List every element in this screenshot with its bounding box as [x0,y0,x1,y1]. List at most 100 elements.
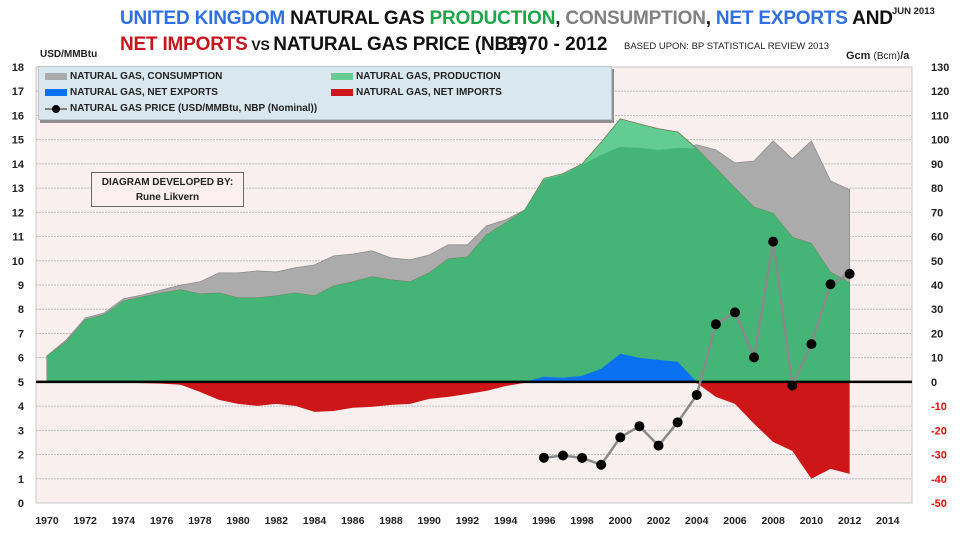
y-tick-left: 2 [18,450,24,462]
price-marker [672,417,683,428]
y-tick-left: 18 [12,62,24,74]
legend-item-production: NATURAL GAS, PRODUCTION [331,71,501,82]
title-part: PRODUCTION [429,8,556,29]
y-tick-left: 10 [12,256,24,268]
area-net-imports [47,381,850,479]
y-tick-right: 20 [931,328,943,340]
y-axis-right-label: Gcm (Bcm)/a [846,50,909,62]
y-tick-left: 1 [18,474,24,486]
price-marker [634,421,645,432]
y-tick-right: 100 [931,135,949,147]
y-tick-right: 50 [931,256,943,268]
title-years: 1970 - 2012 [506,34,608,55]
credit-line1: DIAGRAM DEVELOPED BY: [101,177,234,188]
x-tick: 2008 [762,515,786,527]
y-tick-left: 3 [18,425,24,437]
x-tick: 1996 [532,515,556,527]
x-tick: 2000 [609,515,633,527]
x-tick: 2004 [685,515,709,527]
price-marker [825,279,836,290]
y-tick-right: 110 [931,110,949,122]
legend-item-net-imports: NATURAL GAS, NET IMPORTS [331,87,502,98]
x-tick: 2012 [838,515,862,527]
legend-label-net-imports: NATURAL GAS, NET IMPORTS [356,87,502,98]
y-tick-left: 15 [12,135,24,147]
source-note: BASED UPON: BP STATISTICAL REVIEW 2013 [624,41,830,52]
y-tick-left: 16 [12,110,24,122]
x-tick: 1998 [570,515,594,527]
y-axis-left-label: USD/MMBtu [40,49,98,60]
x-tick: 2002 [647,515,671,527]
x-tick: 2006 [723,515,747,527]
y-tick-right: 10 [931,353,943,365]
x-tick: 1982 [265,515,289,527]
price-marker [844,268,855,279]
x-tick: 1984 [303,515,327,527]
chart-title-line1: UNITED KINGDOM NATURAL GAS PRODUCTION, C… [120,8,893,30]
y-tick-right: -40 [931,474,947,486]
y-tick-left: 17 [12,86,24,98]
legend-swatch-price [45,104,67,113]
y-tick-right: 70 [931,207,943,219]
y-tick-left: 7 [18,328,24,340]
title-net-imports: NET IMPORTS [120,34,248,55]
title-part: NATURAL GAS [290,8,430,29]
price-marker [749,352,760,363]
title-part: , [705,8,716,29]
title-part: UNITED KINGDOM [120,8,291,29]
price-marker [729,307,740,318]
price-marker [710,319,721,330]
x-tick: 1990 [418,515,442,527]
y-tick-right: -30 [931,450,947,462]
x-tick: 1972 [74,515,98,527]
price-marker [615,432,626,443]
legend-label-net-exports: NATURAL GAS, NET EXPORTS [70,87,218,98]
x-tick: 1992 [456,515,480,527]
legend-item-net-exports: NATURAL GAS, NET EXPORTS [45,87,218,98]
area-net-exports [47,353,850,382]
x-tick: 1988 [379,515,403,527]
price-marker [538,452,549,463]
credit-box: DIAGRAM DEVELOPED BY: Rune Likvern [91,172,244,207]
y-tick-right: 0 [931,377,937,389]
title-vs: VS [247,37,274,53]
y-tick-right: -20 [931,425,947,437]
legend-swatch-net-imports [331,89,353,96]
price-marker [577,452,588,463]
y-axis-right-label-end: /a [900,50,910,62]
x-tick: 2010 [800,515,824,527]
y-tick-left: 9 [18,280,24,292]
price-marker [557,450,568,461]
y-tick-left: 6 [18,353,24,365]
y-axis-right-label-sub: (Bcm) [873,51,901,62]
legend-swatch-production [331,73,353,80]
x-tick: 1980 [226,515,250,527]
y-tick-right: 80 [931,183,943,195]
x-tick: 1994 [494,515,518,527]
y-tick-right: 120 [931,86,949,98]
date-label: JUN 2013 [892,6,935,17]
credit-line2: Rune Likvern [135,192,200,203]
y-tick-left: 12 [12,207,24,219]
y-tick-right: 40 [931,280,943,292]
title-part: AND [847,8,893,29]
price-marker [596,459,607,470]
price-marker [768,236,779,247]
legend-item-price: NATURAL GAS PRICE (USD/MMBtu, NBP (Nomin… [45,103,317,114]
title-part: NET EXPORTS [715,8,848,29]
legend-label-price: NATURAL GAS PRICE (USD/MMBtu, NBP (Nomin… [70,103,318,114]
y-axis-right-label-main: Gcm [846,50,874,62]
price-marker [691,389,702,400]
legend-item-consumption: NATURAL GAS, CONSUMPTION [45,71,222,82]
x-tick: 2014 [876,515,900,527]
x-tick: 1986 [341,515,365,527]
y-tick-right: 90 [931,159,943,171]
area-production [47,146,850,382]
y-tick-right: 30 [931,304,943,316]
y-tick-left: 8 [18,304,24,316]
price-marker [806,339,817,350]
y-tick-right: -50 [931,498,947,510]
y-tick-right: -10 [931,401,947,413]
y-tick-left: 0 [18,498,24,510]
